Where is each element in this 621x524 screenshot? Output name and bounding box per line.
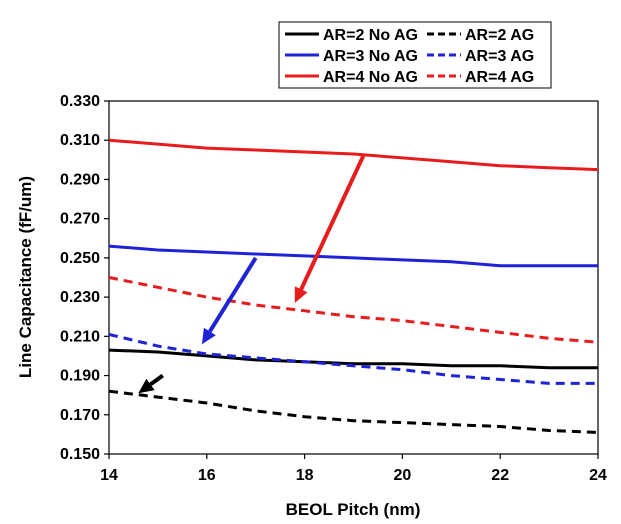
- y-tick-label: 0.190: [60, 368, 100, 385]
- legend: AR=2 No AG AR=2 AG AR=3 No AG AR=3 AG AR=4 N…: [278, 21, 552, 89]
- legend-label: AR=3 AG: [465, 48, 534, 65]
- series-line-ar-3-ag: [108, 332, 598, 385]
- series-line-ar-2-ag: [108, 389, 599, 434]
- y-tick-label: 0.330: [60, 93, 100, 110]
- annotation-arrow-head: [138, 378, 155, 394]
- y-tick-label: 0.170: [60, 407, 100, 424]
- legend-label: AR=2 No AG: [323, 27, 418, 44]
- annotation-arrow-shaft: [299, 155, 366, 291]
- x-axis: 14 16 18 20 22 24: [100, 454, 607, 484]
- legend-label: AR=3 No AG: [323, 48, 418, 65]
- x-tick-label: 18: [296, 467, 314, 484]
- y-tick-label: 0.210: [60, 328, 100, 345]
- y-axis: 0.150 0.170 0.190 0.210 0.230 0.250 0.270 0.290…: [60, 93, 109, 463]
- series-line-ar-2-no-ag: [108, 348, 598, 370]
- y-tick-label: 0.150: [60, 446, 100, 463]
- series-line-ar-3-no-ag: [108, 244, 598, 268]
- x-tick-label: 14: [100, 467, 118, 484]
- annotation-arrow-head: [201, 327, 216, 345]
- annotation-layer: [138, 155, 366, 394]
- y-tick-label: 0.230: [60, 289, 100, 306]
- legend-box: [278, 21, 552, 89]
- annotation-arrow-shaft: [208, 256, 258, 333]
- x-tick-label: 20: [394, 467, 412, 484]
- series-line-ar-4-ag: [108, 276, 599, 344]
- legend-label: AR=4 No AG: [323, 69, 418, 86]
- y-tick-label: 0.270: [60, 211, 100, 228]
- x-tick-label: 22: [491, 467, 509, 484]
- annotation-arrow-head: [294, 286, 308, 303]
- y-tick-label: 0.250: [60, 250, 100, 267]
- y-tick-label: 0.290: [60, 171, 100, 188]
- legend-label: AR=4 AG: [465, 69, 534, 86]
- y-axis-title: Line Capacitance (fF/um): [16, 176, 35, 378]
- y-tick-label: 0.310: [60, 132, 100, 149]
- legend-label: AR=2 AG: [465, 27, 534, 44]
- x-axis-title: BEOL Pitch (nm): [286, 500, 421, 519]
- x-tick-label: 16: [198, 467, 216, 484]
- series-line-ar-4-no-ag: [108, 138, 599, 172]
- series-layer: [108, 138, 599, 434]
- annotation-arrow-shaft: [149, 373, 164, 387]
- x-tick-label: 24: [589, 467, 607, 484]
